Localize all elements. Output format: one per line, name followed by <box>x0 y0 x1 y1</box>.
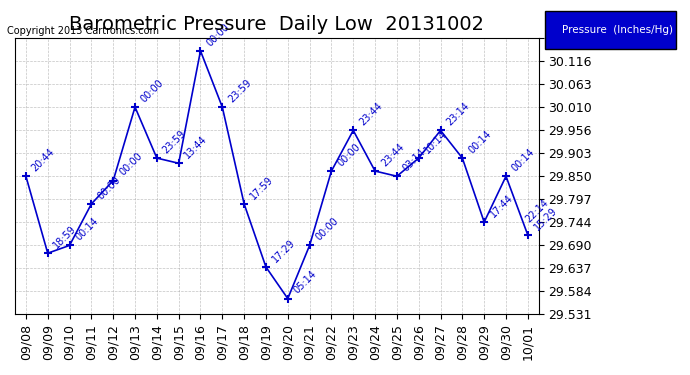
Title: Barometric Pressure  Daily Low  20131002: Barometric Pressure Daily Low 20131002 <box>70 15 484 34</box>
Text: 10:14: 10:14 <box>423 129 449 155</box>
Text: 23:44: 23:44 <box>357 101 384 128</box>
Text: 17:44: 17:44 <box>489 192 515 219</box>
Text: 00:00: 00:00 <box>95 174 122 201</box>
Text: 18:59: 18:59 <box>52 224 79 251</box>
Text: 03:14: 03:14 <box>401 147 428 174</box>
Text: 23:14: 23:14 <box>444 101 471 128</box>
Text: 00:00: 00:00 <box>204 21 231 48</box>
Text: 00:00: 00:00 <box>139 78 166 104</box>
Text: 23:59: 23:59 <box>161 129 188 155</box>
Text: 23:44: 23:44 <box>379 141 406 168</box>
Text: Copyright 2013 Cartronics.com: Copyright 2013 Cartronics.com <box>7 26 159 36</box>
Text: 17:29: 17:29 <box>270 237 297 264</box>
Text: 00:00: 00:00 <box>335 142 362 168</box>
Text: 00:14: 00:14 <box>74 216 100 243</box>
Text: 00:00: 00:00 <box>314 216 340 243</box>
Text: 17:59: 17:59 <box>248 174 275 201</box>
Text: 00:14: 00:14 <box>510 147 537 174</box>
Text: Pressure  (Inches/Hg): Pressure (Inches/Hg) <box>562 25 673 35</box>
Text: 05:14: 05:14 <box>292 269 319 296</box>
Text: 00:00: 00:00 <box>117 151 144 178</box>
Text: 22:14
15:29: 22:14 15:29 <box>524 197 559 232</box>
Text: 20:44: 20:44 <box>30 147 57 174</box>
Text: 00:14: 00:14 <box>466 129 493 155</box>
Text: 13:44: 13:44 <box>183 134 209 160</box>
Text: 23:59: 23:59 <box>226 77 253 104</box>
